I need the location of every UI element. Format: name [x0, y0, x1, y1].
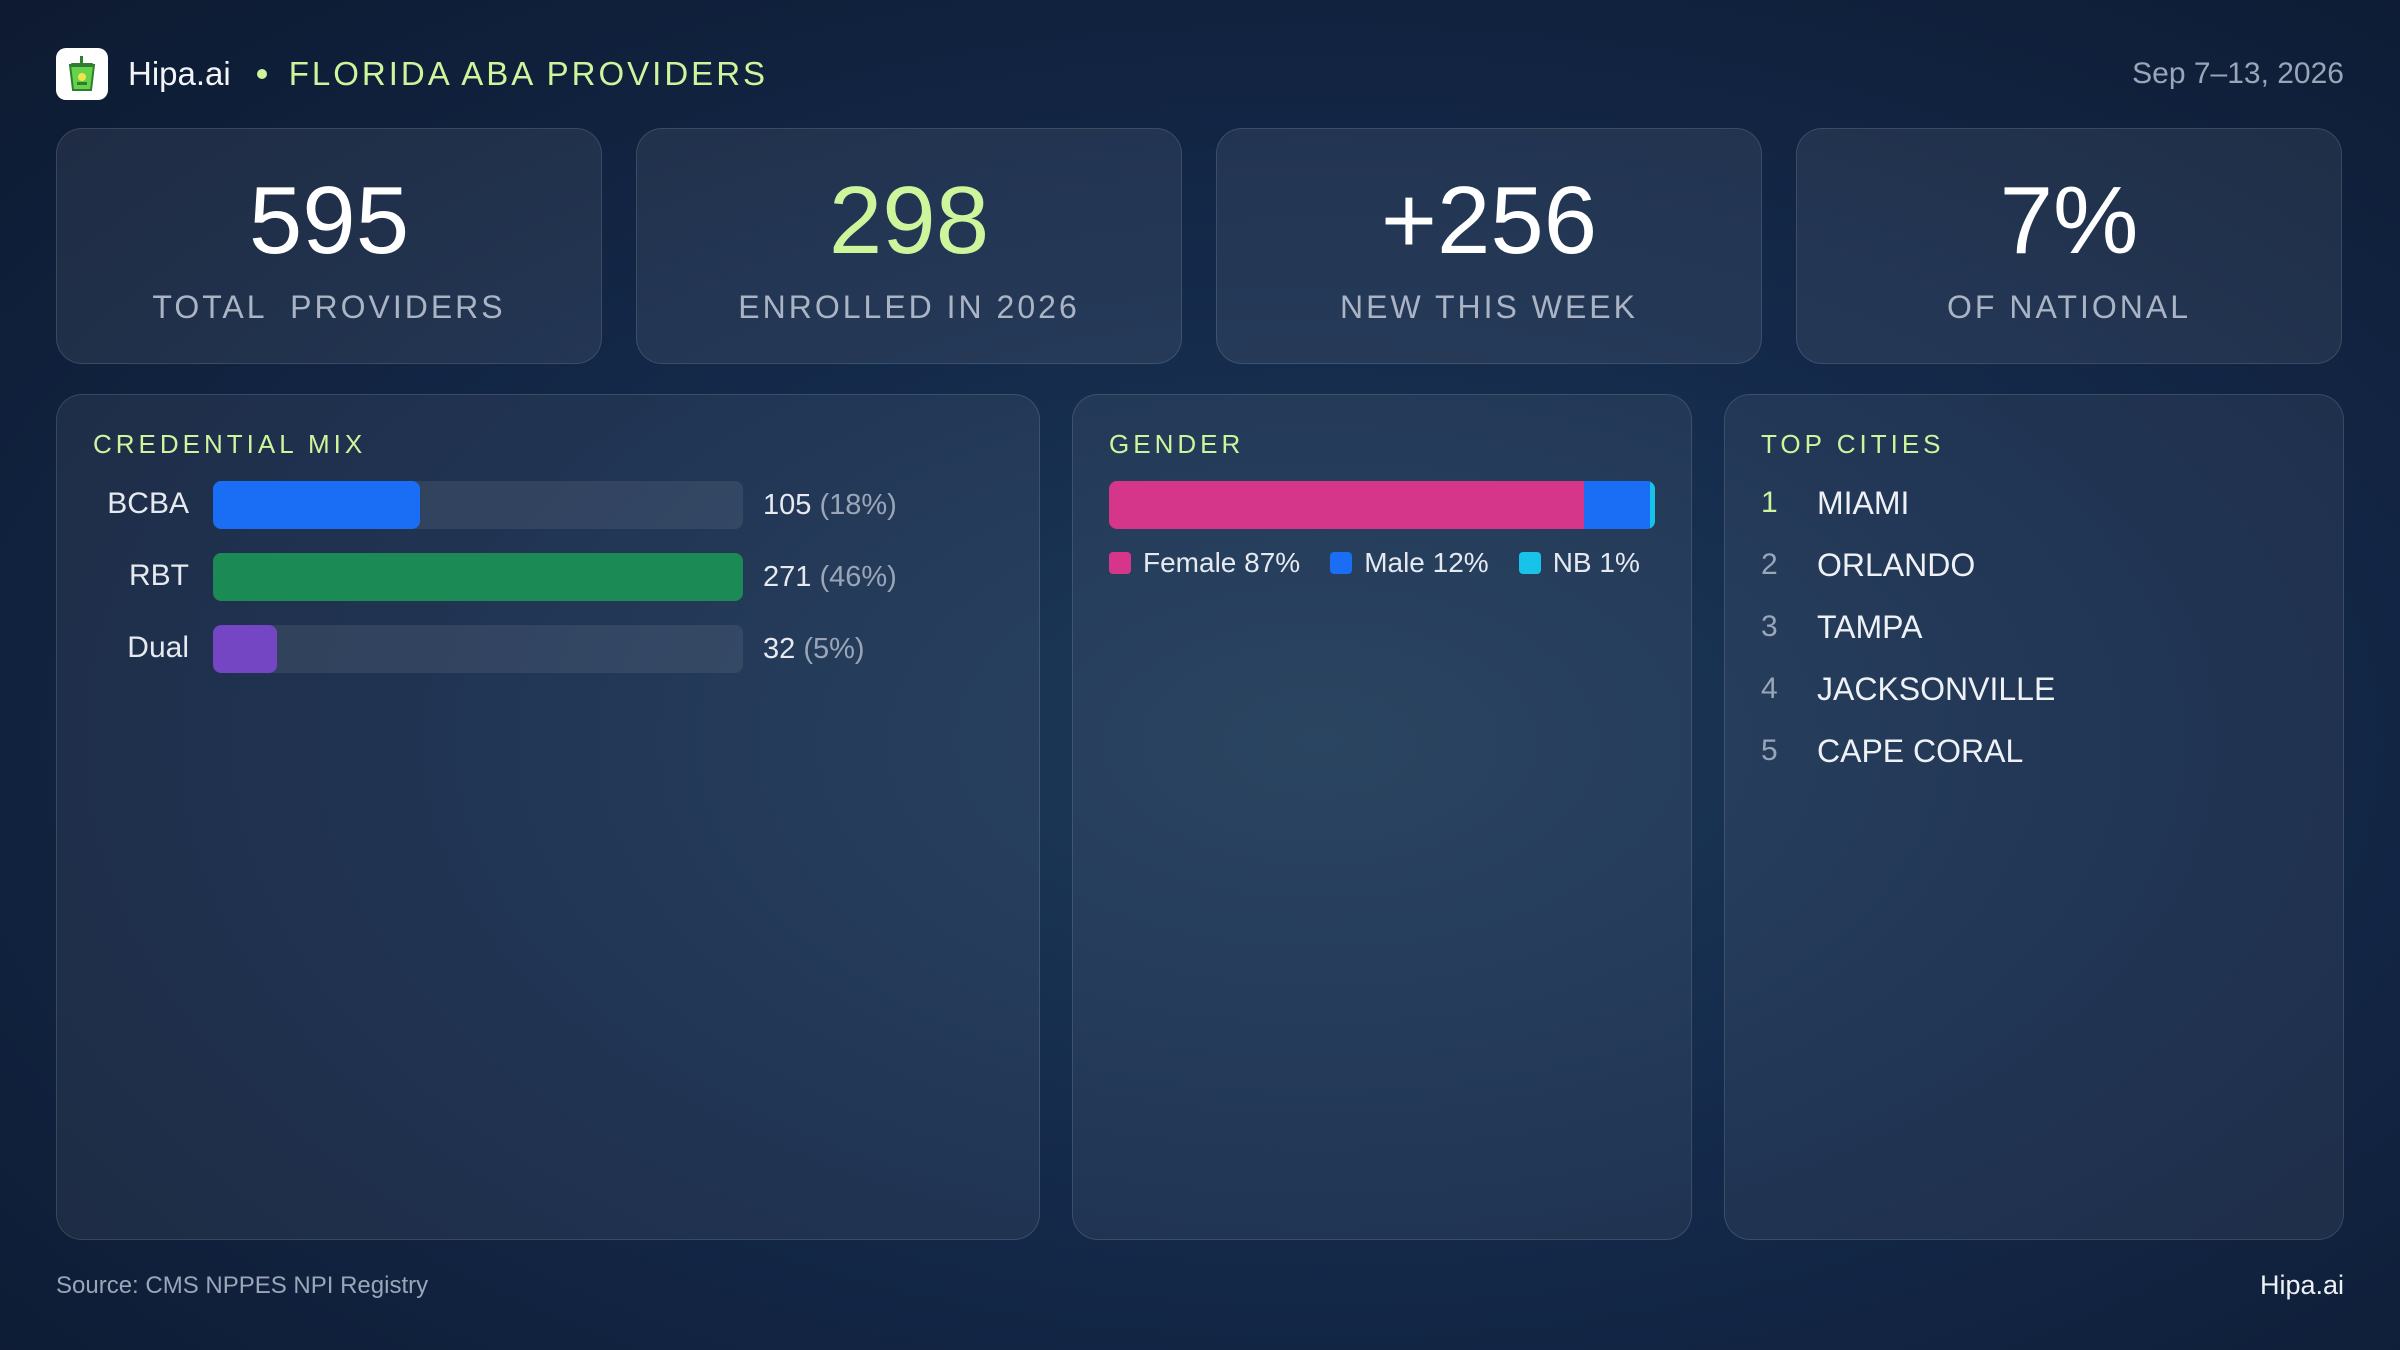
kpi-label: TOTAL PROVIDERS	[152, 289, 506, 325]
gender-segment-nb	[1649, 481, 1655, 529]
panel-title: CREDENTIAL MIX	[93, 429, 367, 459]
legend-swatch	[1330, 552, 1353, 574]
separator-dot	[256, 69, 267, 79]
city-name: CAPE CORAL	[1817, 732, 2024, 769]
panel-title: TOP CITIES	[1761, 429, 1945, 459]
footer-brand: Hipa.ai	[2259, 1270, 2344, 1300]
gender-panel: GENDER Female 87% Male 12% NB 1%	[1072, 394, 1692, 1240]
city-rank: 3	[1761, 610, 1778, 643]
page-title: FLORIDA ABA PROVIDERS	[288, 55, 769, 92]
city-rank: 5	[1761, 734, 1778, 767]
kpi-value: 595	[248, 167, 410, 274]
kpi-value: 298	[828, 167, 990, 274]
kpi-card-total-providers: 595 TOTAL PROVIDERS	[56, 128, 602, 364]
city-item: 5 CAPE CORAL	[1761, 731, 2023, 771]
kpi-card-of-national: 7% OF NATIONAL	[1796, 128, 2342, 364]
city-name: ORLANDO	[1817, 546, 1976, 583]
legend-item-male: Male 12%	[1330, 547, 1489, 579]
legend-item-female: Female 87%	[1109, 547, 1300, 579]
city-name: JACKSONVILLE	[1817, 670, 2056, 707]
credential-count: 32	[763, 633, 796, 665]
credential-label: Dual	[127, 631, 189, 664]
kpi-card-new-this-week: +256 NEW THIS WEEK	[1216, 128, 1762, 364]
credential-count: 271	[763, 561, 812, 593]
city-name: MIAMI	[1817, 484, 1910, 521]
kpi-value: +256	[1380, 167, 1598, 274]
credential-bar-fill	[213, 625, 277, 673]
kpi-label: NEW THIS WEEK	[1340, 289, 1638, 325]
panel-title: GENDER	[1109, 429, 1245, 459]
kpi-card-enrolled: 298 ENROLLED IN 2026	[636, 128, 1182, 364]
top-cities-panel: TOP CITIES 1 MIAMI 2 ORLANDO 3 TAMPA 4 J…	[1724, 394, 2344, 1240]
credential-label: RBT	[129, 559, 189, 592]
gender-stacked-bar	[1109, 481, 1655, 529]
credential-value: 105 (18%)	[763, 489, 897, 522]
city-rank: 1	[1761, 486, 1778, 519]
credential-label: BCBA	[107, 487, 189, 520]
credential-bar-track	[213, 481, 743, 529]
source-note: Source: CMS NPPES NPI Registry	[56, 1272, 429, 1299]
credential-row-rbt: RBT 271 (46%)	[57, 553, 1039, 601]
kpi-value: 7%	[1999, 167, 2139, 274]
gender-segment-male	[1584, 481, 1650, 529]
gender-segment-female	[1109, 481, 1585, 529]
drink-cup-icon	[56, 48, 108, 100]
credential-bar-fill	[213, 481, 420, 529]
legend-swatch	[1109, 552, 1131, 574]
gender-legend: Female 87% Male 12% NB 1%	[1109, 547, 1670, 579]
legend-label: Male 12%	[1364, 547, 1489, 578]
legend-label: Female 87%	[1143, 547, 1301, 578]
brand-name: Hipa.ai	[128, 55, 231, 92]
city-name: TAMPA	[1817, 608, 1923, 645]
city-item: 1 MIAMI	[1761, 483, 1909, 523]
credential-value: 32 (5%)	[763, 633, 865, 666]
city-rank: 2	[1761, 548, 1778, 581]
kpi-label: OF NATIONAL	[1947, 289, 2191, 325]
kpi-label: ENROLLED IN 2026	[738, 289, 1080, 325]
city-item: 4 JACKSONVILLE	[1761, 669, 2055, 709]
credential-bar-fill	[213, 553, 743, 601]
credential-count: 105	[763, 489, 812, 521]
city-item: 3 TAMPA	[1761, 607, 1922, 647]
legend-label: NB 1%	[1552, 547, 1640, 578]
legend-swatch	[1518, 552, 1541, 574]
date-range: Sep 7–13, 2026	[2132, 57, 2344, 90]
legend-item-nb: NB 1%	[1518, 547, 1640, 579]
credential-percent: (18%)	[819, 489, 897, 521]
city-rank: 4	[1761, 672, 1778, 705]
credential-mix-panel: CREDENTIAL MIX BCBA 105 (18%) RBT 271 (4…	[56, 394, 1040, 1240]
credential-percent: (46%)	[819, 561, 897, 593]
credential-bar-track	[213, 625, 743, 673]
credential-row-bcba: BCBA 105 (18%)	[57, 481, 1039, 529]
credential-value: 271 (46%)	[763, 561, 897, 594]
header: Hipa.ai FLORIDA ABA PROVIDERS Sep 7–13, …	[56, 46, 2344, 102]
credential-row-dual: Dual 32 (5%)	[57, 625, 1039, 673]
city-item: 2 ORLANDO	[1761, 545, 1975, 585]
credential-percent: (5%)	[803, 633, 865, 665]
credential-bar-track	[213, 553, 743, 601]
